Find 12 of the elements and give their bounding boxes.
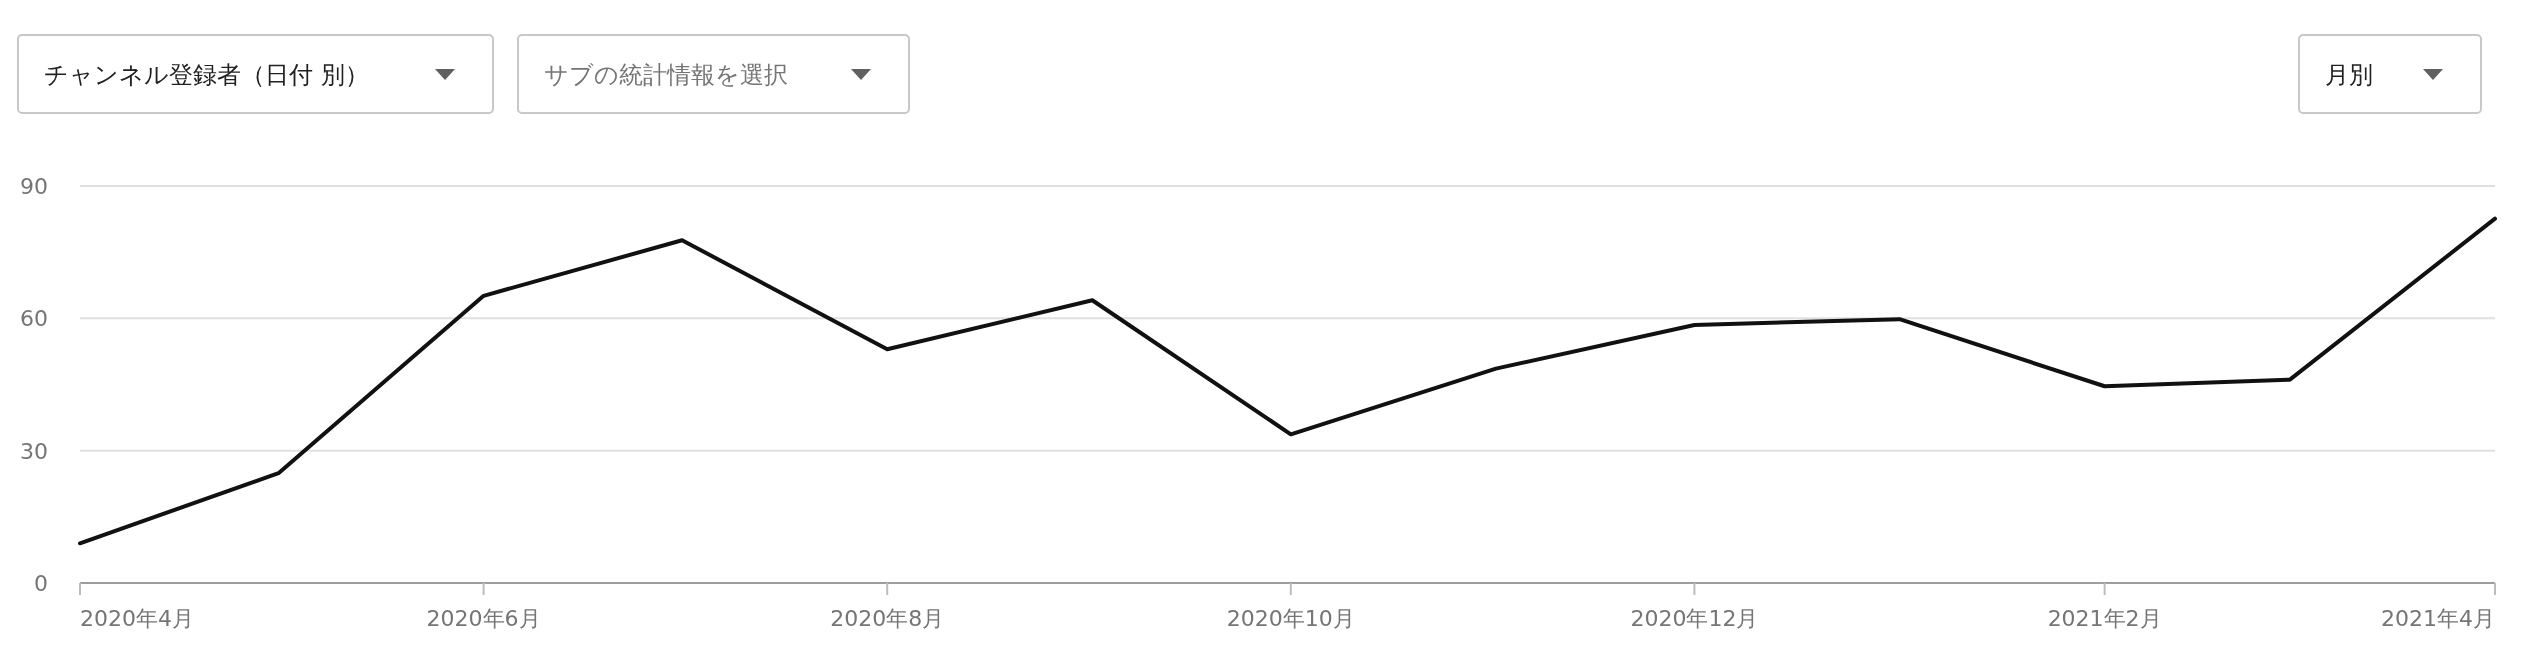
x-tick-label: 2020年12月 xyxy=(1630,606,1759,631)
line-series xyxy=(78,216,2497,546)
x-tick-label: 2020年6月 xyxy=(426,606,541,631)
x-tick-label: 2020年8月 xyxy=(830,606,945,631)
x-tick-label: 2020年4月 xyxy=(80,606,194,631)
x-tick-label: 2021年4月 xyxy=(2381,606,2495,631)
x-tick-label: 2021年2月 xyxy=(2047,606,2162,631)
x-tick-label: 2020年10月 xyxy=(1226,606,1355,631)
y-tick-label: 60 xyxy=(20,306,48,332)
y-tick-label: 90 xyxy=(20,174,48,199)
y-tick-label: 30 xyxy=(20,438,48,464)
y-tick-label: 0 xyxy=(34,571,48,596)
